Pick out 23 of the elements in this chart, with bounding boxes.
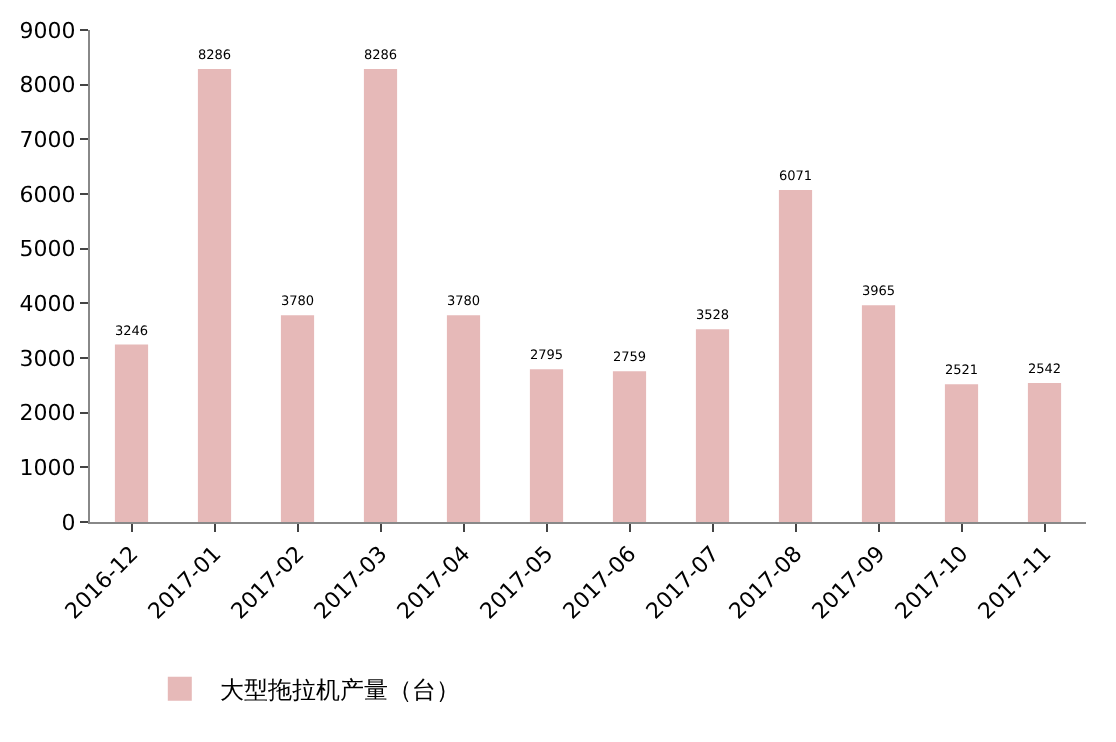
y-tick-label: 0 xyxy=(61,509,76,536)
y-tick-label: 5000 xyxy=(19,236,76,263)
bar xyxy=(446,315,481,522)
bar xyxy=(280,315,315,522)
bar xyxy=(1027,383,1062,522)
y-tick-label: 1000 xyxy=(19,455,76,482)
y-tick-label: 3000 xyxy=(19,345,76,372)
bar xyxy=(861,305,896,522)
bar xyxy=(363,69,398,522)
y-tick-label: 8000 xyxy=(19,72,76,99)
bar xyxy=(778,190,813,522)
y-tick-label: 6000 xyxy=(19,181,76,208)
y-tick-label: 2000 xyxy=(19,400,76,427)
bar xyxy=(114,344,149,522)
legend-label: 大型拖拉机产量（台） xyxy=(219,676,460,705)
y-tick-label: 9000 xyxy=(19,17,76,44)
bar xyxy=(944,384,979,522)
bar xyxy=(197,69,232,522)
y-tick-label: 7000 xyxy=(19,127,76,154)
bar xyxy=(612,371,647,522)
bar xyxy=(695,329,730,522)
bar xyxy=(529,369,564,522)
y-tick-label: 4000 xyxy=(19,291,76,318)
